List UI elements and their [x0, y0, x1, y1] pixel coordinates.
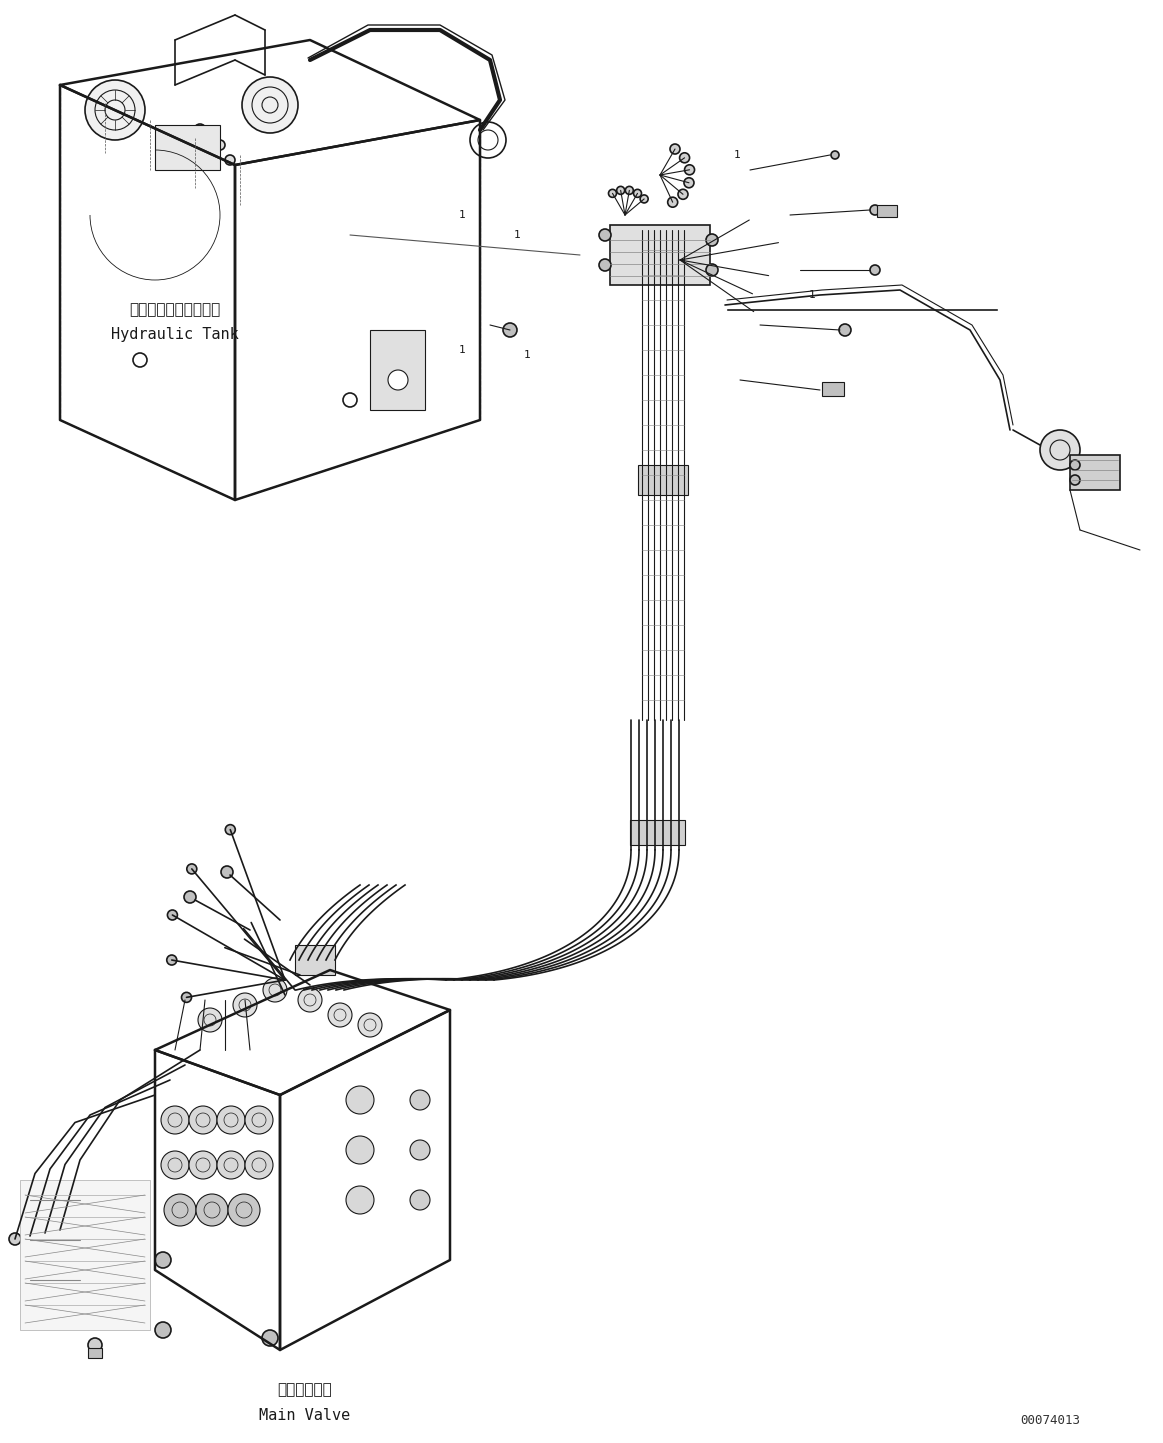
Circle shape — [181, 993, 192, 1003]
Bar — [88, 1348, 102, 1358]
Circle shape — [679, 153, 690, 163]
Bar — [877, 205, 897, 216]
Circle shape — [157, 131, 173, 149]
Circle shape — [187, 864, 197, 874]
Text: 1: 1 — [458, 345, 465, 355]
Text: 00074013: 00074013 — [1020, 1414, 1080, 1427]
Circle shape — [167, 911, 178, 921]
Circle shape — [198, 1009, 222, 1032]
Circle shape — [470, 123, 506, 157]
Circle shape — [411, 1190, 430, 1211]
Circle shape — [640, 195, 648, 203]
Circle shape — [197, 1193, 228, 1227]
Circle shape — [706, 234, 718, 245]
Circle shape — [166, 955, 177, 965]
Circle shape — [224, 154, 235, 165]
Text: メインバルブ: メインバルブ — [278, 1382, 333, 1397]
Circle shape — [616, 186, 625, 195]
Circle shape — [684, 177, 694, 188]
Circle shape — [133, 354, 147, 367]
Circle shape — [245, 1152, 273, 1179]
Circle shape — [328, 1003, 352, 1027]
Circle shape — [347, 1186, 374, 1214]
Circle shape — [233, 993, 257, 1017]
Circle shape — [870, 266, 880, 276]
Circle shape — [88, 1338, 102, 1352]
Text: Hydraulic Tank: Hydraulic Tank — [112, 328, 238, 342]
Circle shape — [1070, 475, 1080, 485]
Text: 1: 1 — [733, 150, 740, 160]
Circle shape — [411, 1089, 430, 1110]
Circle shape — [706, 264, 718, 276]
Circle shape — [160, 1152, 190, 1179]
Circle shape — [217, 1152, 245, 1179]
Circle shape — [670, 144, 680, 154]
Circle shape — [343, 392, 357, 407]
Circle shape — [217, 1105, 245, 1134]
Circle shape — [9, 1232, 21, 1245]
Circle shape — [40, 1227, 51, 1240]
Circle shape — [388, 369, 408, 390]
Circle shape — [53, 1224, 66, 1237]
Circle shape — [634, 189, 642, 198]
Circle shape — [626, 186, 634, 195]
Text: ハイドロリックタンク: ハイドロリックタンク — [129, 303, 221, 317]
Circle shape — [668, 198, 678, 208]
Circle shape — [263, 978, 287, 1001]
Circle shape — [221, 866, 233, 877]
Circle shape — [870, 205, 880, 215]
Text: 1: 1 — [808, 290, 815, 300]
Circle shape — [24, 1229, 36, 1242]
Bar — [1070, 455, 1120, 491]
Polygon shape — [20, 1180, 150, 1330]
Circle shape — [190, 1152, 217, 1179]
Circle shape — [1040, 430, 1080, 470]
Circle shape — [504, 323, 518, 338]
Bar — [370, 330, 424, 410]
Circle shape — [226, 824, 235, 834]
Bar — [155, 126, 220, 170]
Circle shape — [685, 165, 694, 175]
Circle shape — [245, 1105, 273, 1134]
Circle shape — [242, 76, 298, 133]
Circle shape — [411, 1140, 430, 1160]
Circle shape — [160, 1105, 190, 1134]
Bar — [630, 820, 685, 846]
Text: 1: 1 — [513, 229, 520, 240]
Circle shape — [298, 988, 322, 1012]
Circle shape — [194, 124, 206, 136]
Circle shape — [347, 1087, 374, 1114]
Circle shape — [155, 1322, 171, 1338]
Circle shape — [599, 258, 611, 271]
Circle shape — [228, 1193, 261, 1227]
Bar — [822, 382, 844, 395]
Circle shape — [678, 189, 688, 199]
Text: 1: 1 — [523, 351, 530, 359]
Circle shape — [85, 79, 145, 140]
Circle shape — [155, 1253, 171, 1268]
Circle shape — [164, 1193, 197, 1227]
Circle shape — [358, 1013, 381, 1038]
Circle shape — [608, 189, 616, 198]
Circle shape — [599, 229, 611, 241]
Circle shape — [832, 152, 839, 159]
Circle shape — [839, 325, 851, 336]
Text: Main Valve: Main Valve — [259, 1407, 350, 1423]
Bar — [295, 945, 335, 975]
Circle shape — [1070, 460, 1080, 470]
Circle shape — [184, 890, 197, 903]
Circle shape — [190, 1105, 217, 1134]
Circle shape — [215, 140, 224, 150]
Circle shape — [347, 1136, 374, 1165]
Bar — [638, 465, 688, 495]
Bar — [611, 225, 709, 286]
Circle shape — [262, 1330, 278, 1346]
Text: 1: 1 — [458, 211, 465, 219]
